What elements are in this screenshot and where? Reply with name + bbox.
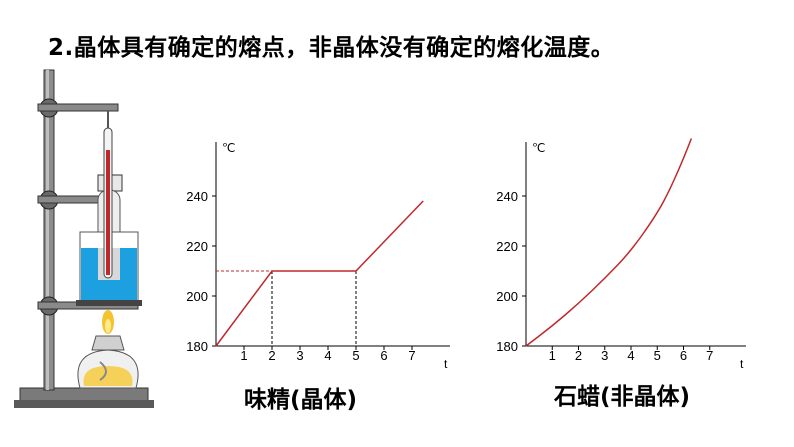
x-tick-label: 7 — [706, 348, 713, 363]
x-axis-unit: t — [444, 357, 448, 371]
y-axis-unit: ℃ — [532, 141, 545, 155]
x-tick-label: 4 — [324, 348, 331, 363]
y-tick-label: 240 — [186, 189, 208, 204]
chart-right: 180 200 220 240 1 2 3 4 5 6 7 ℃ t — [496, 138, 746, 371]
x-tick-label: 6 — [380, 348, 387, 363]
x-tick-label: 3 — [601, 348, 608, 363]
x-tick-label: 2 — [575, 348, 582, 363]
y-tick-label: 180 — [186, 339, 208, 354]
x-tick-label: 4 — [627, 348, 634, 363]
caption-crystal: 味精(晶体) — [244, 387, 358, 413]
melting-apparatus-illustration — [14, 69, 154, 408]
x-tick-label: 5 — [654, 348, 661, 363]
x-tick-label: 1 — [549, 348, 556, 363]
x-tick-label: 6 — [680, 348, 687, 363]
caption-amorphous: 石蜡(非晶体) — [554, 384, 691, 410]
y-tick-label: 200 — [496, 289, 518, 304]
page-heading: 2.晶体具有确定的熔点，非晶体没有确定的熔化温度。 — [48, 35, 615, 61]
x-tick-label: 5 — [352, 348, 359, 363]
series-line — [525, 138, 693, 347]
y-tick-label: 200 — [186, 289, 208, 304]
y-tick-label: 220 — [496, 239, 518, 254]
x-axis-unit: t — [740, 357, 744, 371]
y-tick-label: 180 — [496, 339, 518, 354]
chart-left: 180 200 220 240 1 2 3 4 5 6 7 ℃ t — [186, 141, 450, 371]
series-line — [215, 200, 424, 347]
y-tick-label: 220 — [186, 239, 208, 254]
x-tick-label: 2 — [268, 348, 275, 363]
x-tick-label: 3 — [296, 348, 303, 363]
x-tick-label: 1 — [240, 348, 247, 363]
x-tick-label: 7 — [408, 348, 415, 363]
y-tick-label: 240 — [496, 189, 518, 204]
y-axis-unit: ℃ — [222, 141, 235, 155]
